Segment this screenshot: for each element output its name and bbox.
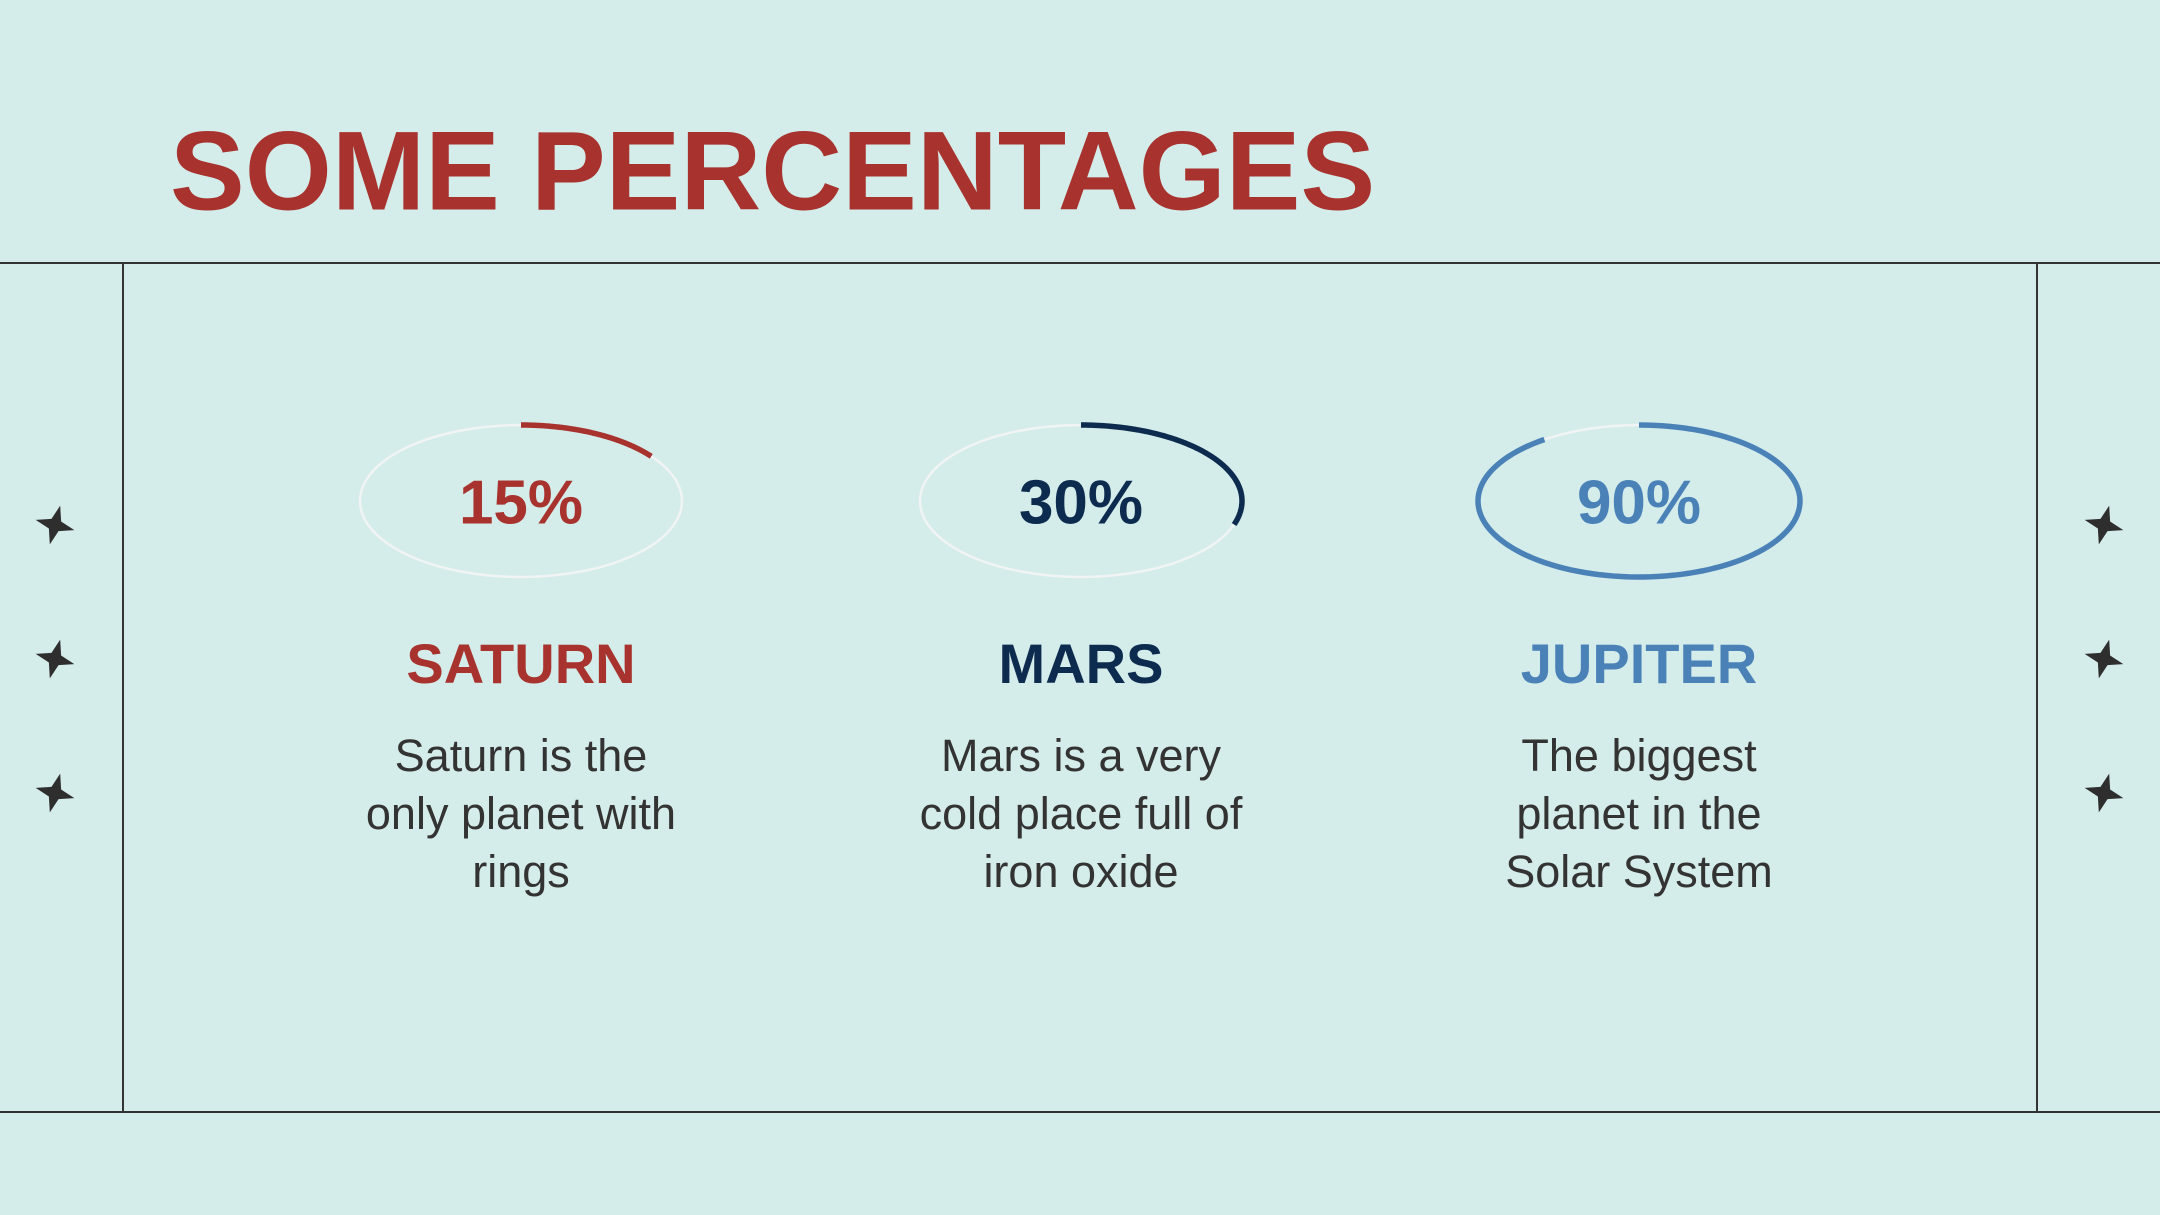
planet-description: Mars is a very [941,730,1222,781]
frame [0,262,2160,1113]
planet-description: iron oxide [983,846,1178,897]
planet-description: planet in the [1516,788,1761,839]
progress-arc [1080,422,1245,527]
planet-description: Solar System [1505,846,1773,897]
slide-title: SOME PERCENTAGES [170,109,1375,234]
planet-name: MARS [999,632,1164,695]
planet-description: cold place full of [920,788,1243,839]
planet-description: Saturn is the [395,730,648,781]
planet-name: JUPITER [1521,632,1758,695]
planet-name: SATURN [406,632,635,695]
percentage-label: 90% [1577,468,1701,537]
percentage-label: 15% [459,468,583,537]
percentage-label: 30% [1019,468,1143,537]
progress-arc [521,422,653,459]
progress-arc [1475,422,1803,580]
planet-description: The biggest [1521,730,1757,781]
planet-description: rings [472,846,570,897]
planet-description: only planet with [366,788,676,839]
